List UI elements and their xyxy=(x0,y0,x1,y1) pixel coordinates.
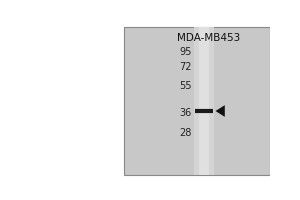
Bar xyxy=(199,27,209,175)
Polygon shape xyxy=(215,105,225,117)
Text: 55: 55 xyxy=(179,81,191,91)
Text: 36: 36 xyxy=(179,108,191,118)
Text: MDA-MB453: MDA-MB453 xyxy=(177,33,240,43)
Bar xyxy=(124,27,270,175)
Text: 72: 72 xyxy=(179,62,191,72)
Text: 28: 28 xyxy=(179,128,191,138)
Bar xyxy=(194,27,214,175)
Text: 95: 95 xyxy=(179,47,191,57)
